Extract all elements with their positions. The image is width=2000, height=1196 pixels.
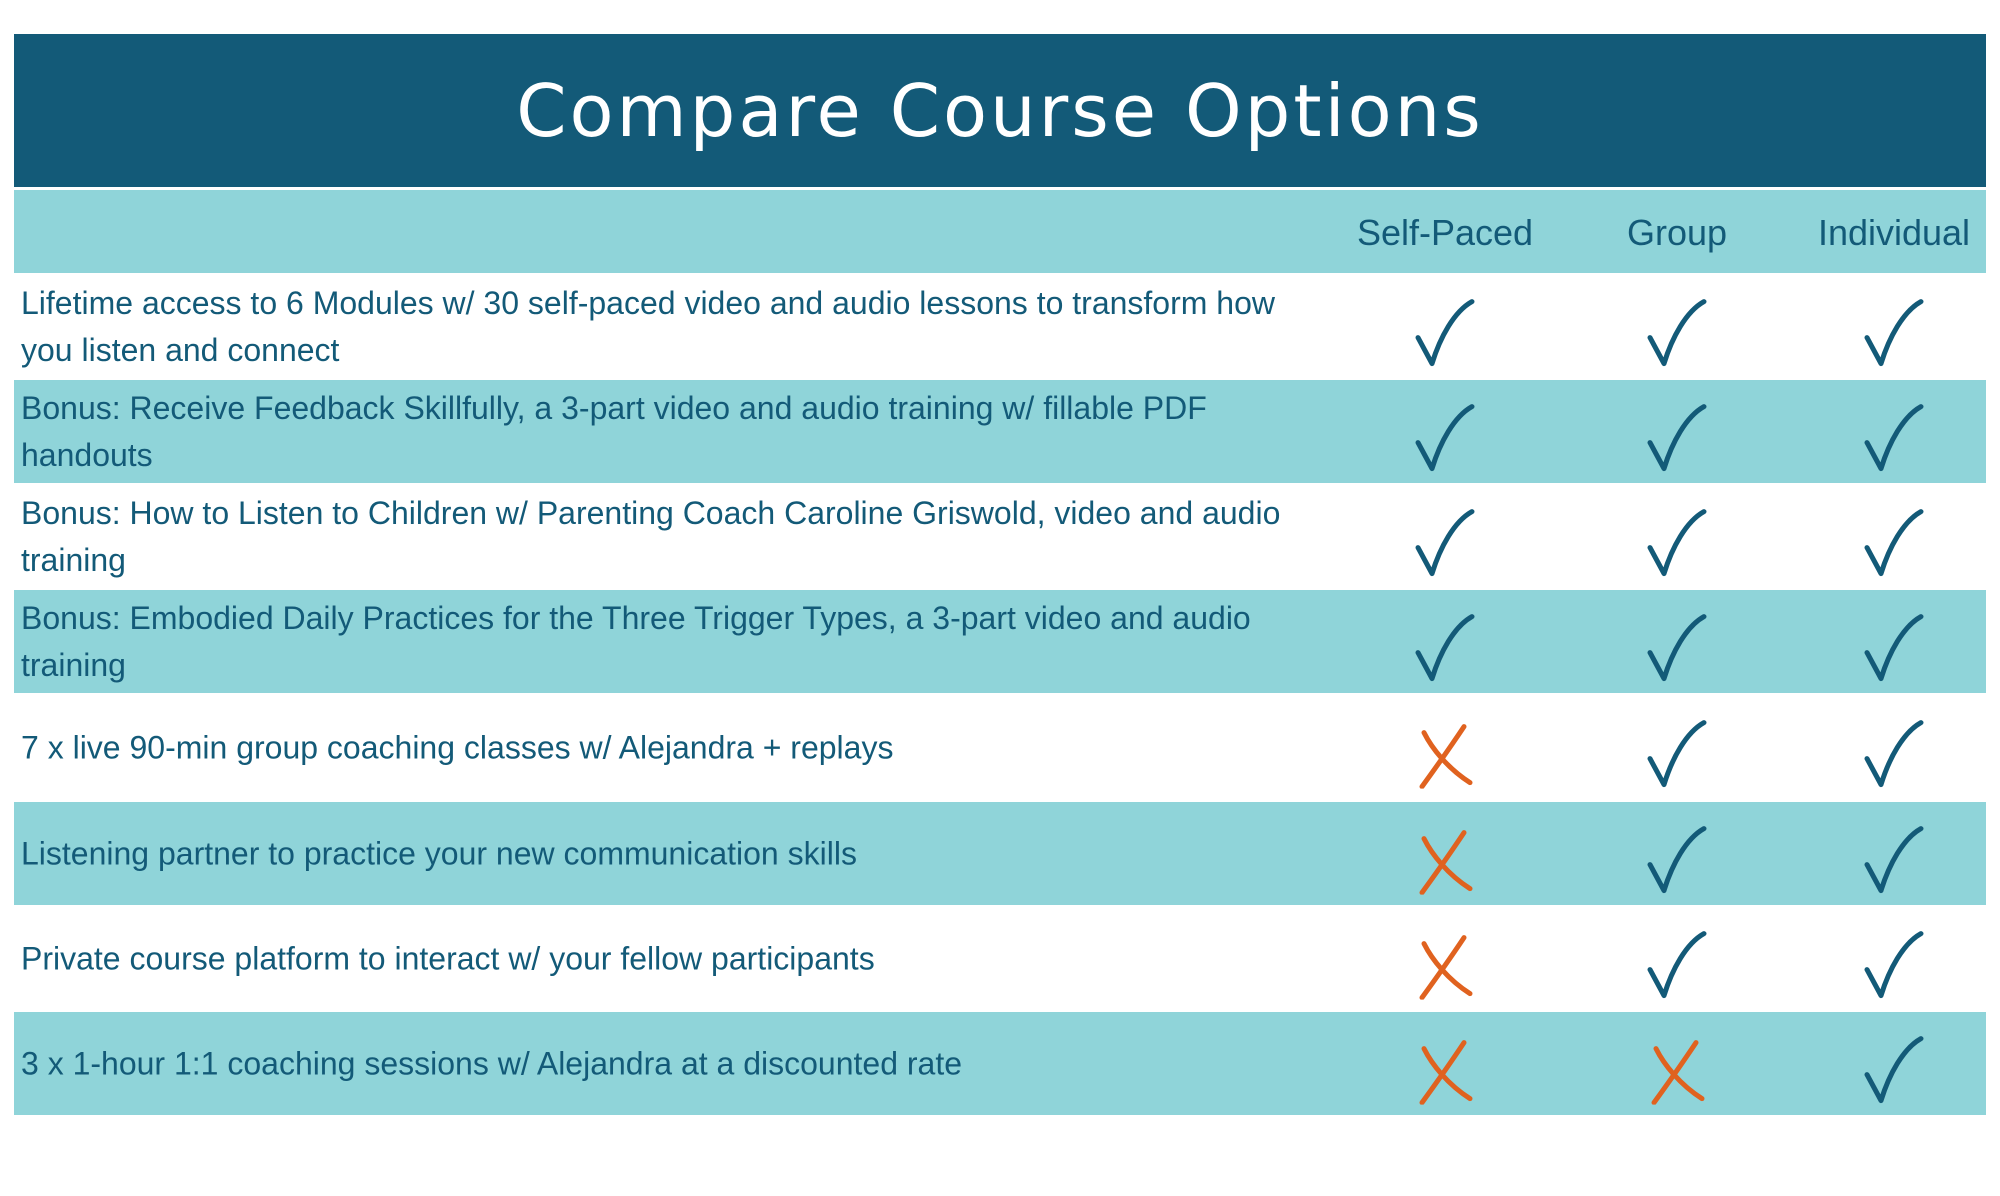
check-icon: [1864, 719, 1924, 787]
check-icon: [1647, 719, 1707, 787]
check-icon: [1415, 298, 1475, 366]
cross-icon: [1419, 829, 1473, 895]
check-icon: [1864, 825, 1924, 893]
column-header-group: Group: [1626, 212, 1728, 253]
check-icon: [1864, 403, 1924, 471]
table-row: Bonus: Receive Feedback Skillfully, a 3-…: [14, 380, 1986, 483]
column-header-individual: Individual: [1817, 212, 1971, 253]
cross-icon: [1419, 1039, 1473, 1105]
check-icon: [1647, 298, 1707, 366]
cross-icon: [1419, 723, 1473, 789]
check-icon: [1864, 930, 1924, 998]
table-row: Listening partner to practice your new c…: [14, 802, 1986, 905]
check-icon: [1864, 508, 1924, 576]
check-icon: [1415, 403, 1475, 471]
feature-label: Bonus: How to Listen to Children w/ Pare…: [21, 494, 1281, 578]
cross-icon: [1651, 1039, 1705, 1105]
check-icon: [1415, 613, 1475, 681]
table-row: Bonus: How to Listen to Children w/ Pare…: [14, 485, 1986, 588]
feature-label: Bonus: Receive Feedback Skillfully, a 3-…: [21, 389, 1207, 473]
table-row: Bonus: Embodied Daily Practices for the …: [14, 590, 1986, 693]
check-icon: [1864, 298, 1924, 366]
check-icon: [1647, 930, 1707, 998]
check-icon: [1864, 613, 1924, 681]
table-row: Private course platform to interact w/ y…: [14, 907, 1986, 1010]
check-icon: [1864, 1035, 1924, 1103]
cross-icon: [1419, 934, 1473, 1000]
check-icon: [1647, 403, 1707, 471]
page-title: Compare Course Options: [516, 68, 1484, 153]
check-icon: [1647, 508, 1707, 576]
check-icon: [1415, 508, 1475, 576]
table-row: 3 x 1-hour 1:1 coaching sessions w/ Alej…: [14, 1012, 1986, 1115]
feature-label: Bonus: Embodied Daily Practices for the …: [21, 599, 1251, 683]
column-header-self-paced: Self-Paced: [1356, 212, 1534, 253]
feature-label: Private course platform to interact w/ y…: [21, 940, 875, 976]
table-row: Lifetime access to 6 Modules w/ 30 self-…: [14, 275, 1986, 378]
table-row: 7 x live 90-min group coaching classes w…: [14, 696, 1986, 799]
check-icon: [1647, 613, 1707, 681]
feature-label: Lifetime access to 6 Modules w/ 30 self-…: [21, 284, 1275, 368]
column-header-row: Self-Paced Group Individual: [14, 190, 1986, 273]
feature-label: 3 x 1-hour 1:1 coaching sessions w/ Alej…: [21, 1045, 963, 1081]
feature-label: 7 x live 90-min group coaching classes w…: [21, 729, 894, 765]
title-banner: Compare Course Options: [14, 34, 1986, 187]
check-icon: [1647, 825, 1707, 893]
feature-label: Listening partner to practice your new c…: [21, 835, 857, 871]
